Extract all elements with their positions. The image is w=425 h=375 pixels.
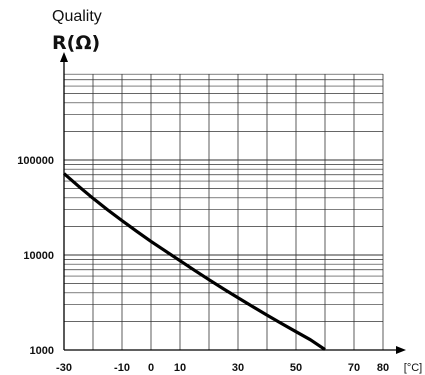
y-axis-label: R(Ω) xyxy=(52,32,101,54)
tick-labels: -30 -10 0 10 30 50 70 80 [°C] 1000 10000 100000 xyxy=(17,155,422,374)
x-tick-label: 50 xyxy=(290,362,302,374)
y-tick-label: 10000 xyxy=(23,250,54,262)
y-tick-label: 1000 xyxy=(30,345,54,357)
x-tick-label: -10 xyxy=(114,362,130,374)
x-tick-label: 10 xyxy=(174,362,186,374)
axes xyxy=(60,52,406,354)
series-line xyxy=(62,172,326,351)
x-tick-label: 80 xyxy=(377,362,389,374)
series xyxy=(62,172,326,351)
x-axis-arrow xyxy=(396,346,406,354)
y-tick-label: 100000 xyxy=(17,155,54,167)
grid xyxy=(63,73,384,351)
chart-title: Quality xyxy=(52,8,102,25)
x-tick-label: 70 xyxy=(348,362,360,374)
y-axis-arrow xyxy=(60,52,68,62)
x-tick-label: -30 xyxy=(56,362,72,374)
x-tick-label: 0 xyxy=(148,362,154,374)
x-axis-unit-label: [°C] xyxy=(404,362,422,374)
x-tick-label: 30 xyxy=(232,362,244,374)
